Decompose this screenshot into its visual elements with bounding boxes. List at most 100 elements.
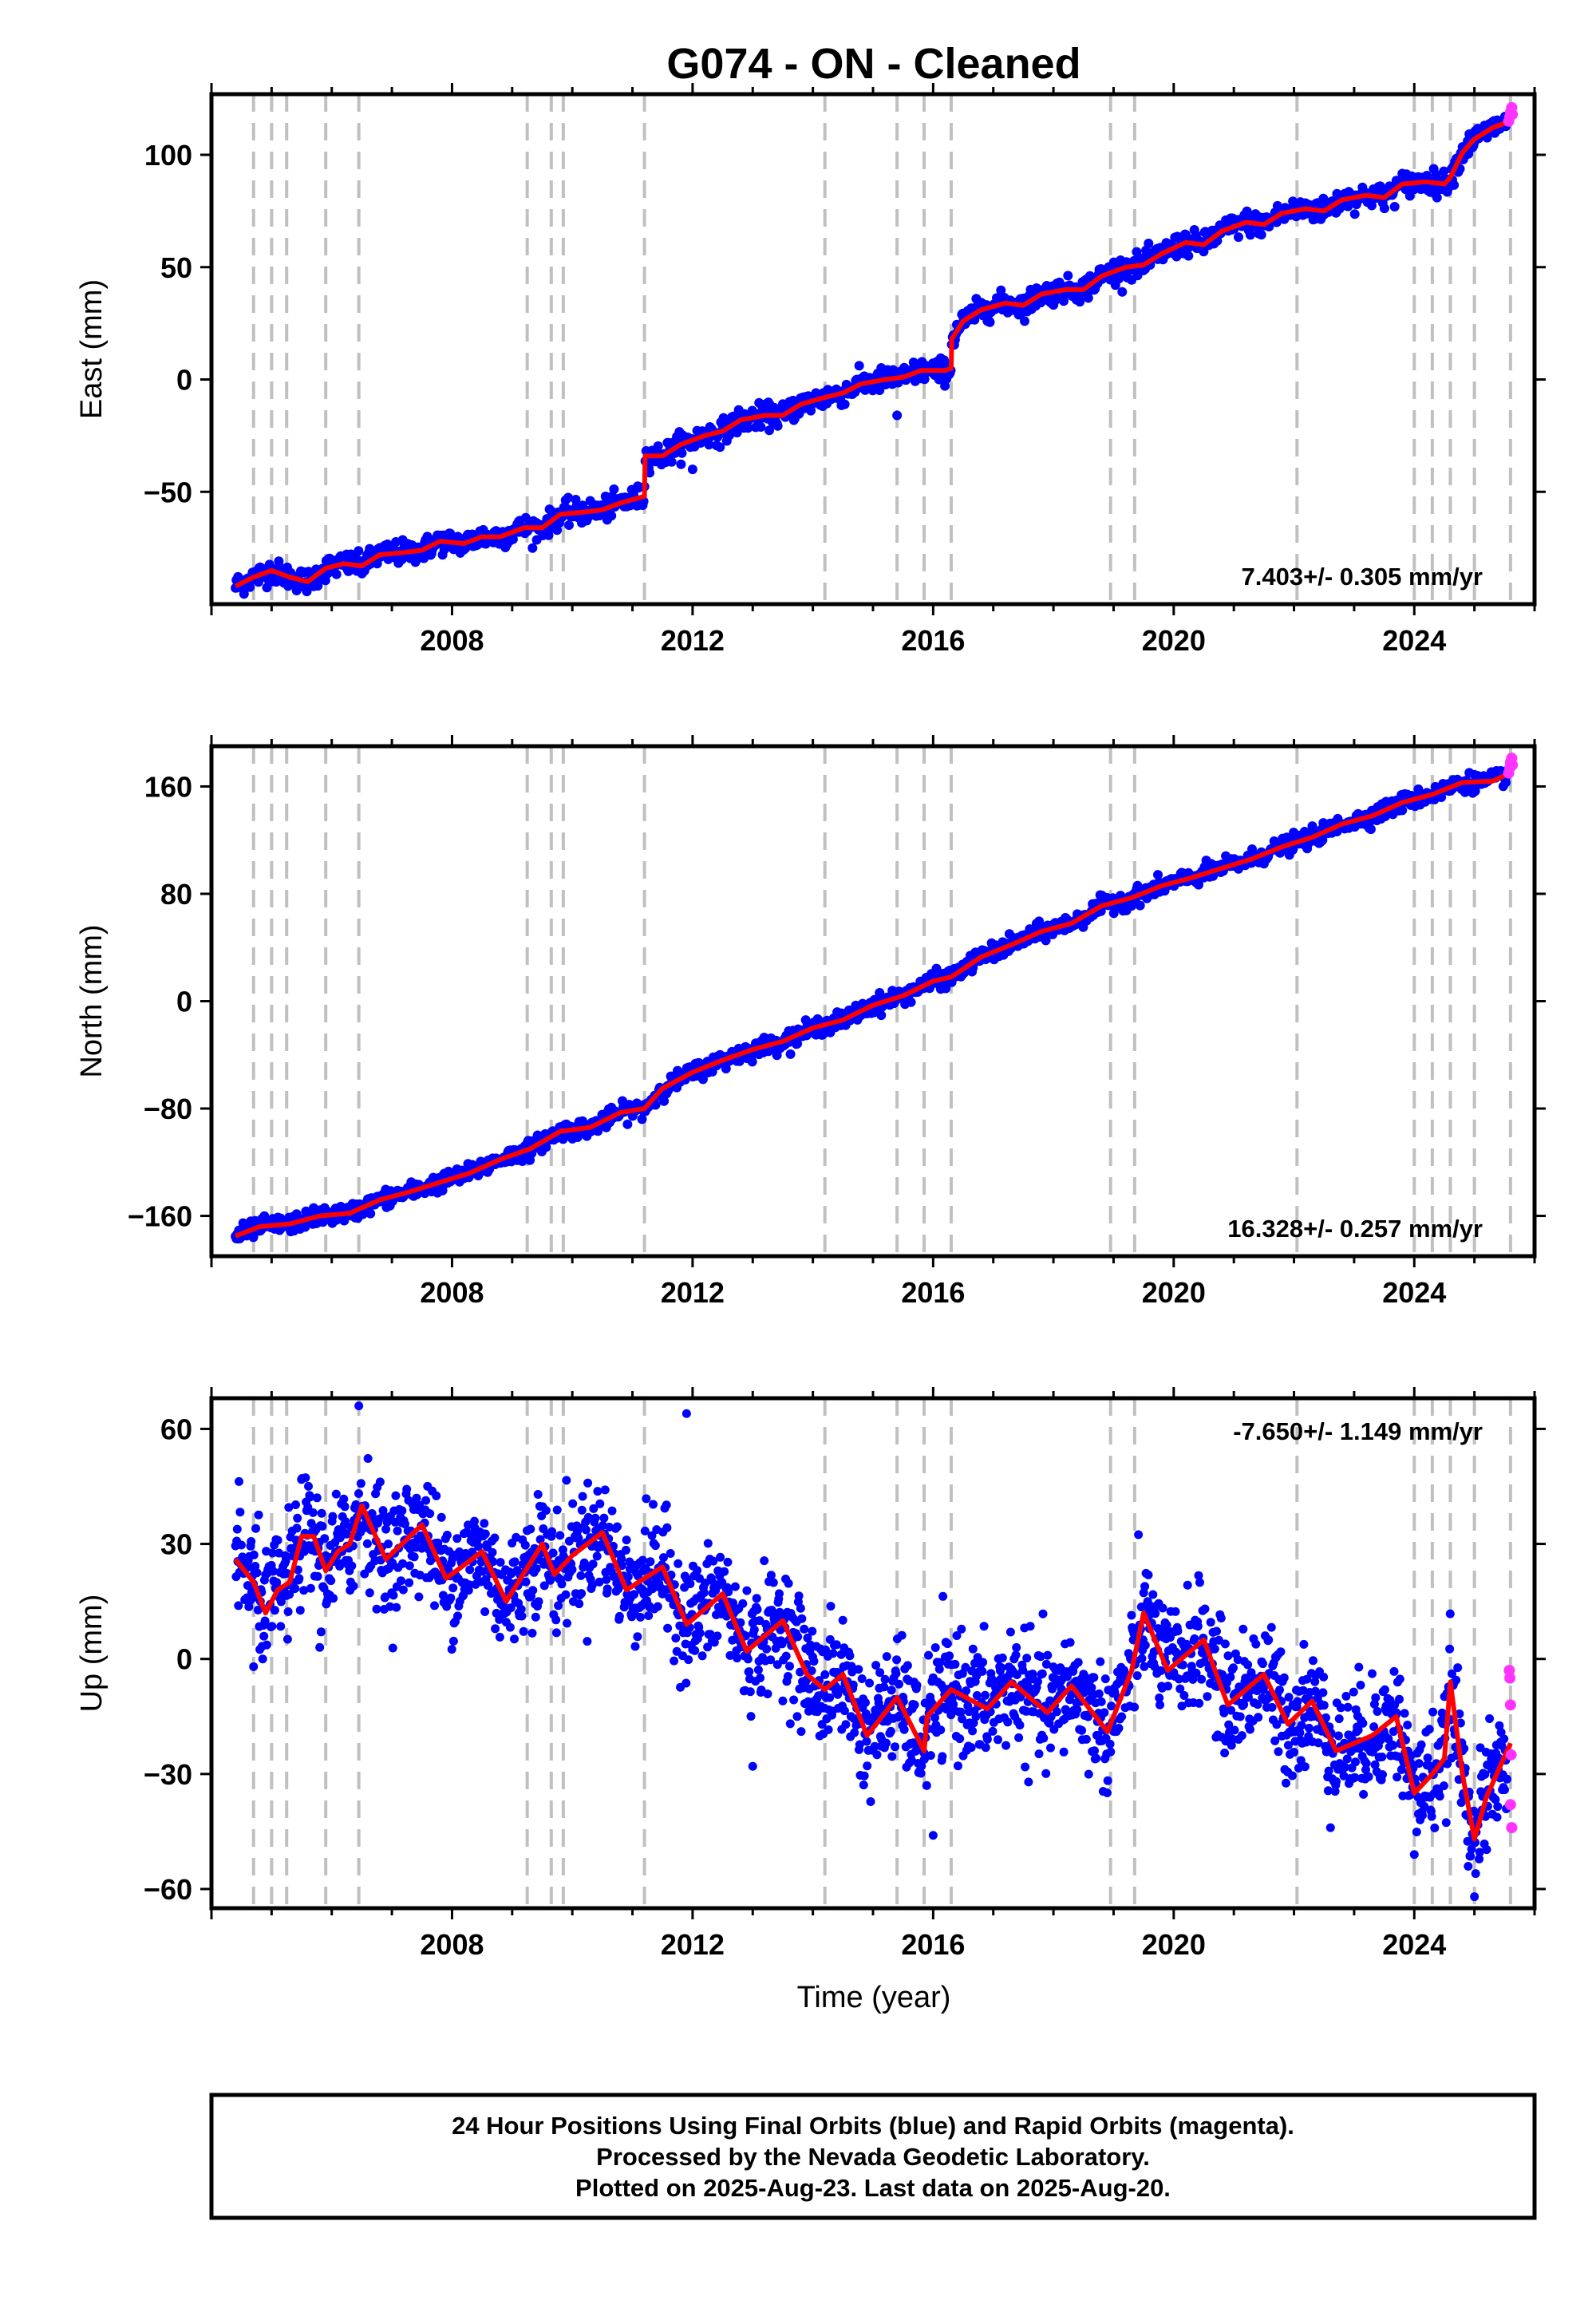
final-orbit-point xyxy=(982,1734,992,1744)
final-orbit-point xyxy=(703,1642,713,1652)
final-orbit-point xyxy=(276,1622,286,1631)
final-orbit-point xyxy=(505,1622,515,1632)
final-orbit-point xyxy=(756,422,766,432)
final-orbit-point xyxy=(588,1559,598,1569)
final-orbit-point xyxy=(872,1750,882,1760)
final-orbit-point xyxy=(1059,1747,1069,1757)
final-orbit-point xyxy=(1021,1762,1030,1772)
final-orbit-point xyxy=(302,587,312,597)
final-orbit-point xyxy=(935,1658,945,1667)
final-orbit-point xyxy=(548,1548,558,1558)
final-orbit-point xyxy=(1237,1731,1246,1741)
final-orbit-point xyxy=(1158,1603,1167,1613)
final-orbit-point xyxy=(430,1601,439,1611)
x-tick-label: 2012 xyxy=(661,624,725,657)
final-orbit-point xyxy=(1096,1657,1105,1666)
final-orbit-point xyxy=(388,1558,397,1567)
final-orbit-point xyxy=(470,1516,479,1526)
final-orbit-point xyxy=(887,1752,897,1761)
final-orbit-point xyxy=(375,1477,385,1487)
final-orbit-point xyxy=(820,1670,830,1679)
final-orbit-point xyxy=(895,1679,903,1689)
final-orbit-point xyxy=(245,582,255,592)
final-orbit-point xyxy=(955,1734,965,1744)
final-orbit-point xyxy=(606,511,617,521)
final-orbit-point xyxy=(448,1583,458,1593)
final-orbit-point xyxy=(1223,1651,1233,1661)
final-orbit-point xyxy=(841,1720,851,1729)
final-orbit-point xyxy=(253,1605,263,1614)
final-orbit-point xyxy=(636,1612,645,1622)
final-orbit-point xyxy=(857,1674,867,1683)
final-orbit-point xyxy=(785,1719,795,1729)
final-orbit-point xyxy=(720,1567,729,1576)
final-orbit-point xyxy=(912,1681,922,1690)
final-orbit-point xyxy=(267,1622,277,1631)
final-orbit-point xyxy=(421,1496,431,1505)
final-orbit-point xyxy=(1024,1777,1033,1787)
final-orbit-point xyxy=(871,1661,881,1670)
x-tick-label: 2008 xyxy=(420,624,484,657)
final-orbit-point xyxy=(622,1119,633,1129)
final-orbit-point xyxy=(1195,1578,1204,1587)
final-orbit-point xyxy=(1025,1622,1035,1631)
final-orbit-point xyxy=(533,1490,543,1499)
final-orbit-point xyxy=(448,1636,458,1646)
final-orbit-point xyxy=(1375,181,1385,192)
final-orbit-point xyxy=(484,1580,493,1590)
final-orbit-point xyxy=(617,1554,626,1563)
final-orbit-point xyxy=(988,1726,998,1736)
final-orbit-point xyxy=(808,1626,817,1636)
final-orbit-point xyxy=(405,1578,414,1587)
final-orbit-point xyxy=(1227,1705,1236,1715)
final-orbit-point xyxy=(320,575,330,586)
final-orbit-point xyxy=(1041,1659,1051,1669)
final-orbit-point xyxy=(1153,870,1163,880)
final-orbit-point xyxy=(1365,824,1376,835)
final-orbit-point xyxy=(1163,1682,1173,1691)
final-orbit-point xyxy=(254,1510,263,1520)
final-orbit-point xyxy=(828,1649,838,1658)
final-orbit-point xyxy=(729,1599,737,1607)
final-orbit-point xyxy=(438,1591,448,1600)
final-orbit-point xyxy=(891,1742,899,1752)
final-orbit-point xyxy=(671,1634,681,1643)
final-orbit-point xyxy=(1100,1674,1110,1684)
final-orbit-point xyxy=(546,1575,555,1585)
final-orbit-point xyxy=(591,1513,600,1523)
final-orbit-point xyxy=(273,1535,282,1545)
velocity-label: 16.328+/- 0.257 mm/yr xyxy=(1227,1215,1483,1243)
final-orbit-point xyxy=(972,1691,982,1700)
final-orbit-point xyxy=(1073,1705,1082,1714)
final-orbit-point xyxy=(653,441,663,451)
final-orbit-point xyxy=(749,1625,759,1634)
final-orbit-point xyxy=(409,1552,419,1562)
final-orbit-point xyxy=(491,1624,500,1634)
final-orbit-point xyxy=(887,1686,896,1695)
final-orbit-point xyxy=(260,1616,270,1626)
final-orbit-point xyxy=(1140,1582,1150,1591)
final-orbit-point xyxy=(800,1624,809,1634)
final-orbit-point xyxy=(1015,1721,1025,1730)
final-orbit-point xyxy=(677,448,687,458)
final-orbit-point xyxy=(328,1512,338,1521)
final-orbit-point xyxy=(568,1499,578,1508)
final-orbit-point xyxy=(724,1587,733,1597)
final-orbit-point xyxy=(950,1659,960,1669)
final-orbit-point xyxy=(583,1478,593,1488)
final-orbit-point xyxy=(942,1639,952,1649)
final-orbit-point xyxy=(432,1491,441,1500)
final-orbit-point xyxy=(1022,1654,1032,1663)
final-orbit-point xyxy=(916,1769,926,1778)
final-orbit-point xyxy=(623,1572,633,1582)
final-orbit-point xyxy=(826,1602,836,1611)
final-orbit-point xyxy=(304,1481,313,1491)
y-tick-label: −160 xyxy=(128,1200,192,1233)
final-orbit-point xyxy=(1052,1707,1061,1717)
final-orbit-point xyxy=(962,1686,971,1696)
final-orbit-point xyxy=(621,1545,630,1555)
final-orbit-point xyxy=(768,1578,778,1587)
final-orbit-point xyxy=(934,1665,944,1674)
final-orbit-point xyxy=(349,1581,358,1591)
final-orbit-point xyxy=(743,1654,753,1664)
